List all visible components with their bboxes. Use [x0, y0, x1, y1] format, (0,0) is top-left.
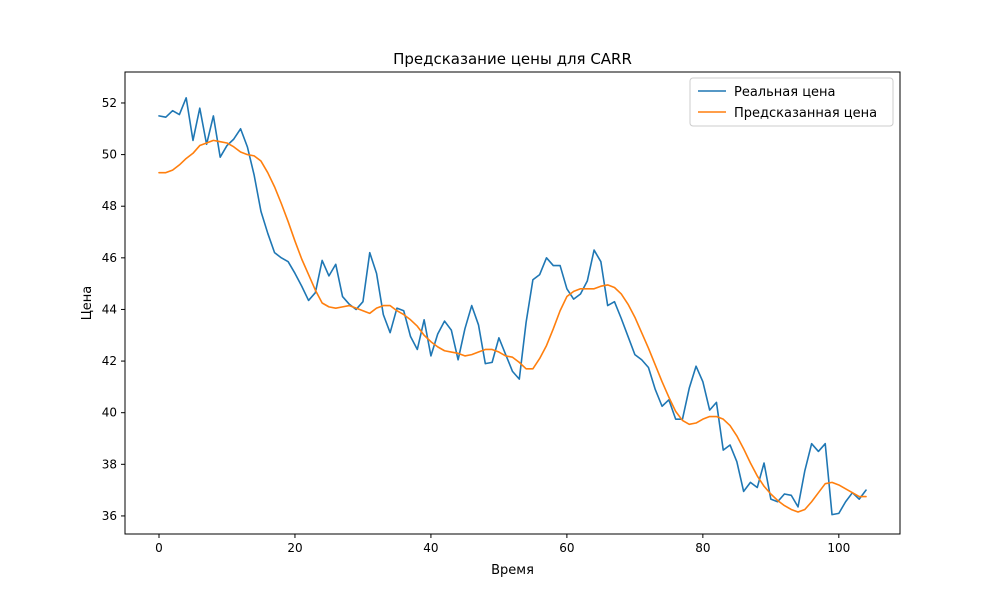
- series-line-1: [158, 97, 867, 516]
- x-tick-label: 80: [695, 541, 710, 555]
- x-tick-label: 60: [559, 541, 574, 555]
- y-tick-label: 50: [102, 148, 117, 162]
- y-tick-label: 36: [102, 509, 117, 523]
- series-line-2: [158, 139, 867, 513]
- legend-box: [689, 77, 894, 127]
- x-tick-label: 0: [155, 541, 163, 555]
- y-tick-label: 38: [102, 457, 117, 471]
- x-tick-label: 20: [287, 541, 302, 555]
- x-tick-label: 100: [827, 541, 850, 555]
- y-tick-label: 48: [102, 199, 117, 213]
- legend-label: Предсказанная цена: [734, 106, 877, 121]
- legend: Реальная цена Предсказанная цена: [689, 77, 894, 127]
- chart-title: Предсказание цены для CARR: [393, 50, 632, 68]
- x-axis: 0 20 40 60 80 100: [155, 534, 850, 555]
- y-tick-label: 46: [102, 251, 117, 265]
- y-axis: 36 38 40 42 44 46 48 50 52: [102, 96, 125, 523]
- legend-label: Реальная цена: [734, 85, 836, 100]
- x-axis-title: Время: [491, 563, 534, 578]
- plot-area: [158, 97, 867, 516]
- y-axis-title: Цена: [80, 286, 95, 321]
- y-tick-label: 42: [102, 354, 117, 368]
- x-tick-label: 40: [423, 541, 438, 555]
- plot-frame: [124, 71, 901, 535]
- y-tick-label: 52: [102, 96, 117, 110]
- y-tick-label: 40: [102, 406, 117, 420]
- y-tick-label: 44: [102, 302, 117, 316]
